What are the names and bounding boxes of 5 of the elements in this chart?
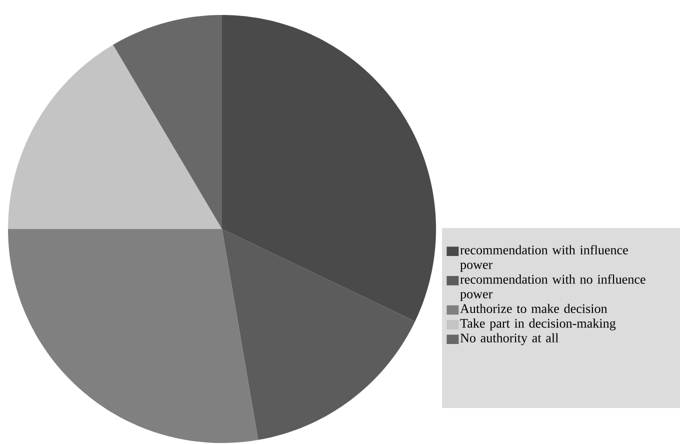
- legend-label: recommendation with influence power: [460, 245, 628, 272]
- legend-label: No authority at all: [460, 333, 558, 346]
- legend-label: recommendation with no influence power: [460, 274, 646, 302]
- legend-label: Authorize to make decision: [460, 304, 608, 314]
- legend-label: Take part in decision-making: [460, 318, 616, 330]
